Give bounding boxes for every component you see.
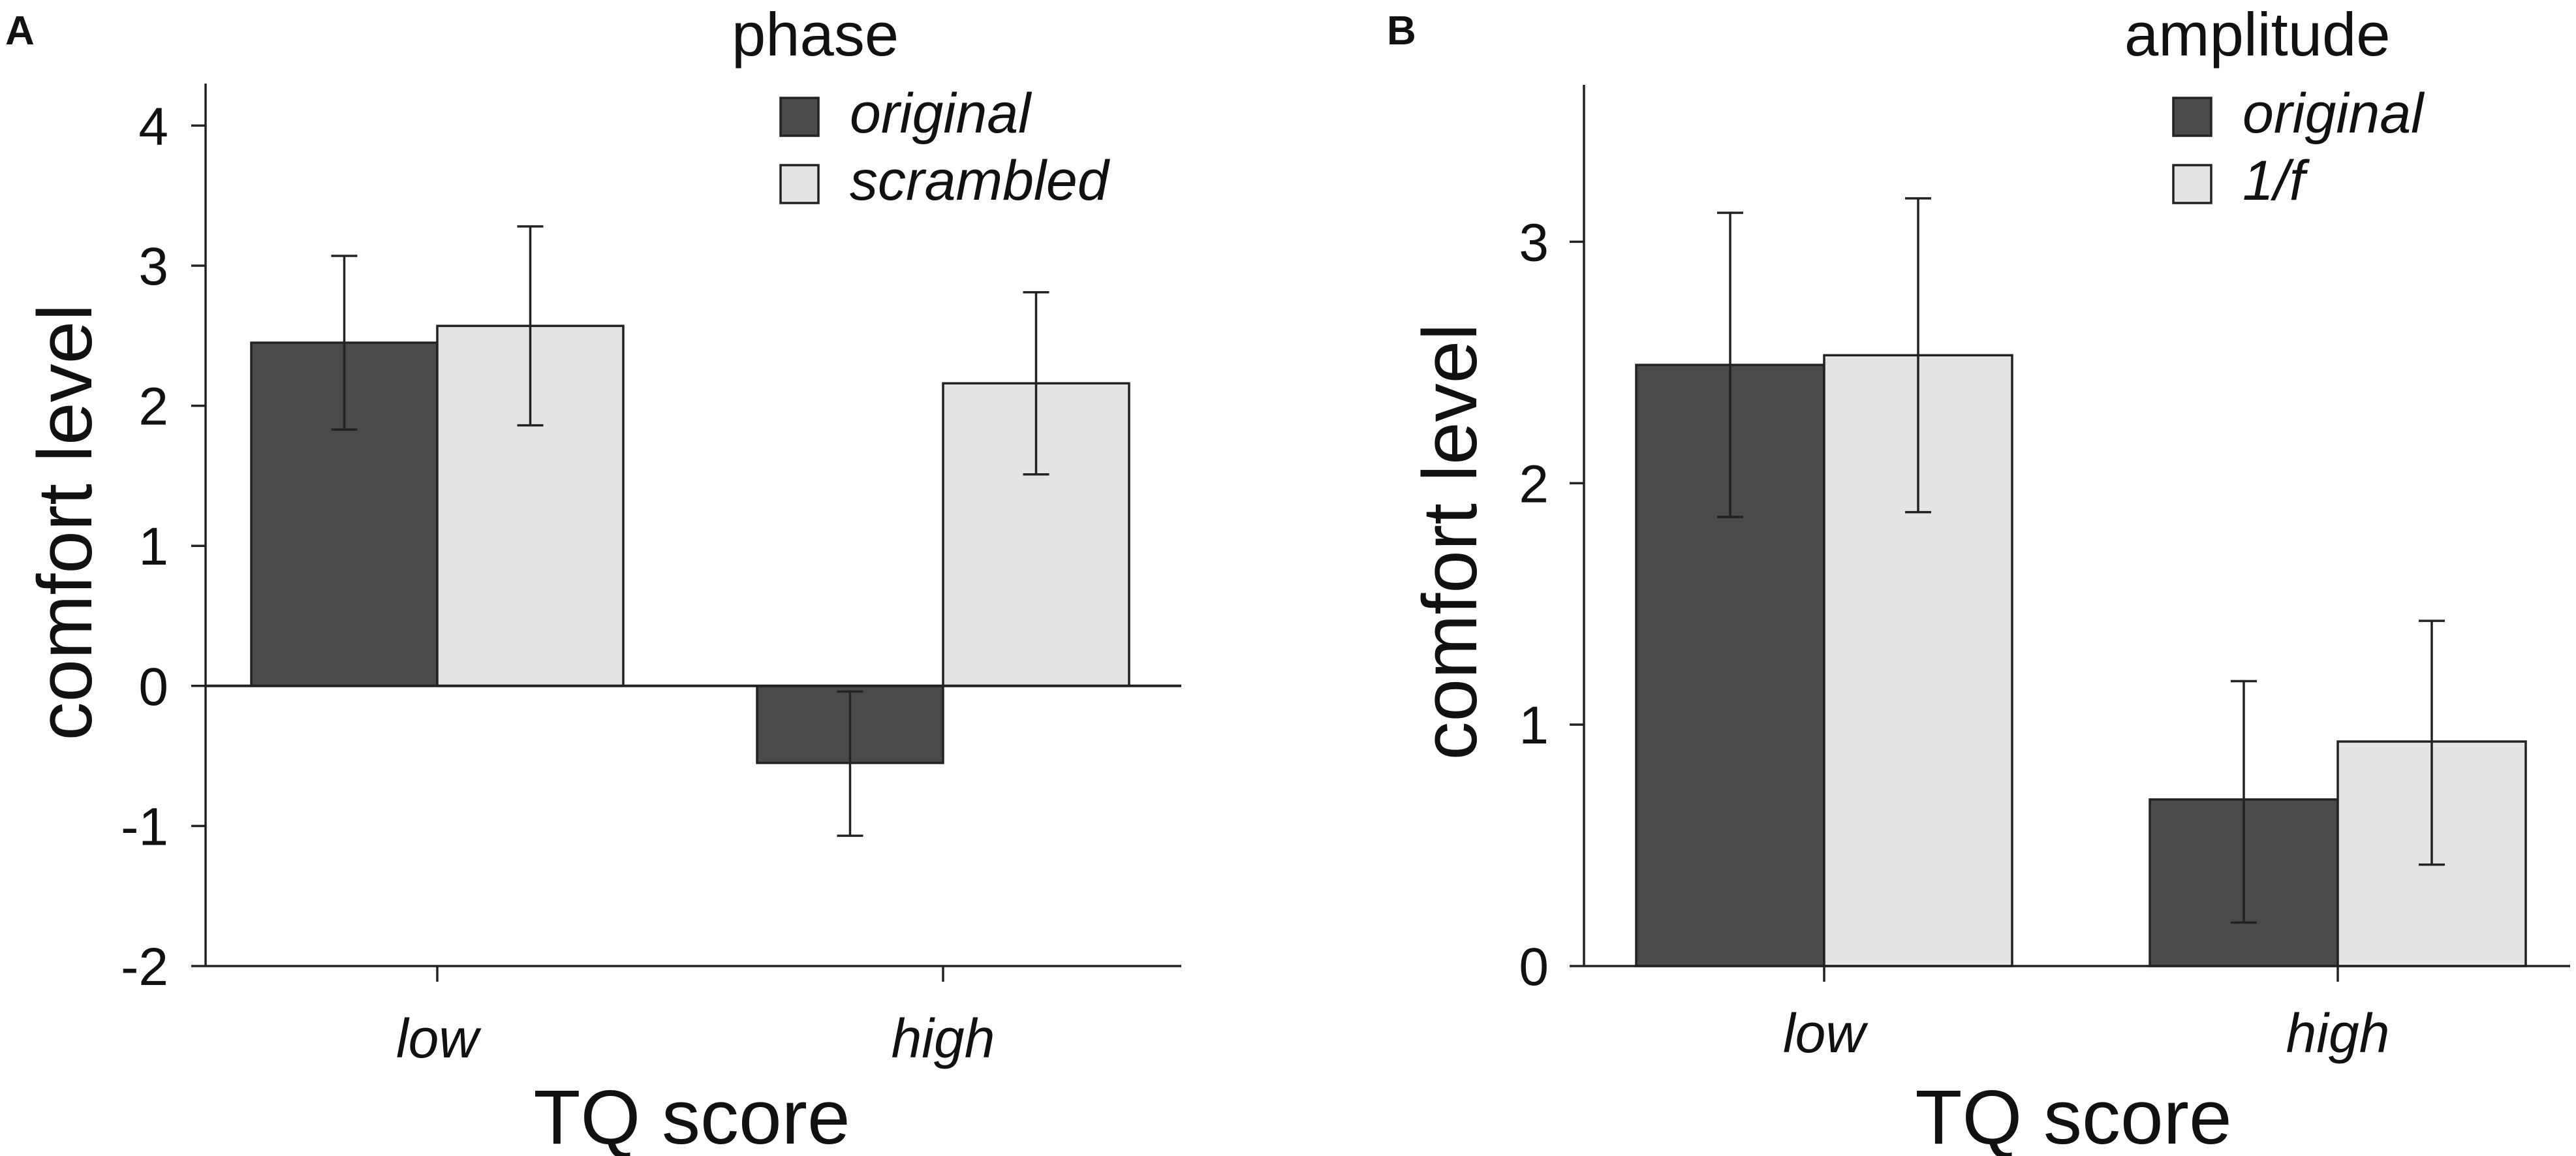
panel-b-x-tick-label-low: low [1783,1003,1869,1064]
panel-a-y-tick-label: -2 [121,937,168,997]
panel-b-y-ticks: 0 1 2 3 [1519,213,1584,997]
panel-a-x-tick-label-high: high [892,1008,995,1069]
panel-a-x-ticks: low high [396,966,995,1069]
panel-a-y-tick-label: 3 [138,237,168,296]
panel-a-legend-swatch-original [779,97,820,137]
panel-a-letter: A [5,8,35,54]
panel-a-legend-label-scrambled: scrambled [850,149,1111,212]
panel-b: B 0 1 2 3 low high comfort level TQ score am… [1387,0,2570,1156]
panel-b-y-axis-title: comfort level [1407,324,1493,760]
panel-a: A -2 -1 0 1 2 3 4 low high comfort level TQ sco… [5,0,1181,1156]
panel-a-legend-swatch-scrambled [779,164,820,204]
panel-b-letter: B [1387,8,1416,54]
panel-b-y-tick-label: 1 [1519,696,1549,755]
panel-a-y-axis-title: comfort level [22,304,108,741]
panel-b-legend-label-original: original [2242,82,2425,145]
panel-a-legend-label-original: original [850,82,1032,145]
panel-b-x-axis-title: TQ score [1915,1074,2231,1156]
panel-b-legend: amplitude original 1/f [2124,0,2425,212]
panel-a-y-tick-label: 2 [138,377,168,437]
panel-b-legend-title: amplitude [2124,0,2391,69]
panel-b-legend-label-1-f: 1/f [2242,149,2310,212]
panel-b-y-tick-label: 2 [1519,454,1549,514]
panel-b-y-tick-label: 0 [1519,937,1549,997]
panel-a-x-tick-label-low: low [396,1008,482,1069]
panel-b-x-ticks: low high [1783,966,2389,1064]
panel-a-x-axis-title: TQ score [533,1074,850,1156]
panel-a-y-tick-label: -1 [121,797,168,856]
panel-a-legend: phase original scrambled [732,0,1111,212]
panel-a-y-tick-label: 0 [138,657,168,717]
panel-b-x-tick-label-high: high [2286,1003,2390,1064]
panel-a-legend-title: phase [732,0,899,69]
panel-b-y-tick-label: 3 [1519,213,1549,272]
panel-a-bars [250,324,1130,764]
panel-a-y-ticks: -2 -1 0 1 2 3 4 [121,97,206,997]
panel-a-y-tick-label: 1 [138,517,168,576]
panel-a-y-tick-label: 4 [138,97,168,156]
panel-b-legend-swatch-1-f [2172,164,2212,204]
panel-b-bars [1635,354,2527,967]
panel-a-error-bars [331,225,1049,837]
panel-b-legend-swatch-original [2172,97,2212,137]
panel-b-error-bars [1717,197,2445,924]
